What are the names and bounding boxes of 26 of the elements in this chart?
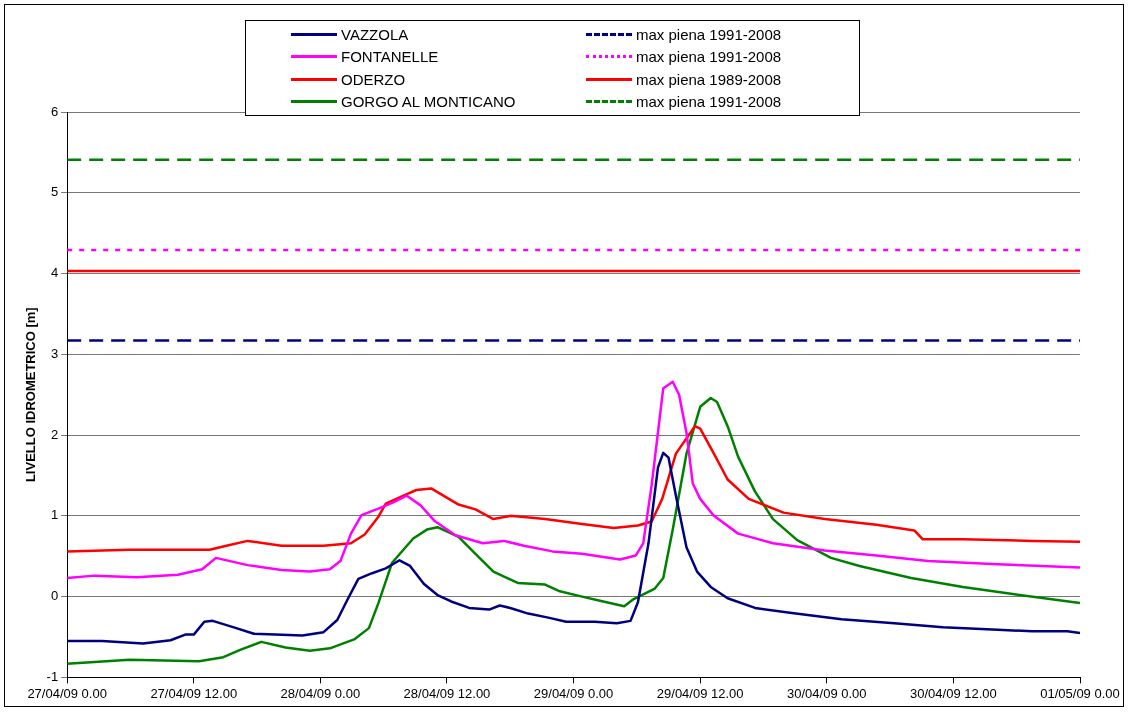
x-tick-label: 30/04/09 0.00 xyxy=(787,685,867,701)
x-tick-label: 28/04/09 12.00 xyxy=(403,685,491,701)
y-axis-title: LIVELLO IDROMETRICO [m] xyxy=(23,307,39,483)
x-tick-label: 29/04/09 0.00 xyxy=(533,685,614,701)
x-tick-label: 30/04/09 12.00 xyxy=(910,685,997,701)
x-tick-label: 01/05/09 0.00 xyxy=(1040,685,1120,701)
legend-label: max piena 1991-2008 xyxy=(636,25,782,43)
legend-label: GORGO AL MONTICANO xyxy=(341,93,516,111)
y-tick-label: 1 xyxy=(50,507,59,523)
legend-label: max piena 1989-2008 xyxy=(636,70,782,88)
x-tick-label: 29/04/09 12.00 xyxy=(656,685,744,701)
legend-label: max piena 1991-2008 xyxy=(636,48,782,66)
x-tick-label: 28/04/09 0.00 xyxy=(280,685,361,701)
y-tick-label: 5 xyxy=(50,184,59,200)
x-tick-label: 27/04/09 12.00 xyxy=(150,685,238,701)
legend-label: max piena 1991-2008 xyxy=(636,93,782,111)
y-tick-label: 2 xyxy=(50,426,59,442)
legend-label: VAZZOLA xyxy=(341,25,409,43)
legend-label: FONTANELLE xyxy=(341,48,439,66)
y-tick-label: 6 xyxy=(50,103,59,119)
x-tick-label: 27/04/09 0.00 xyxy=(27,685,107,701)
y-tick-label: 4 xyxy=(50,265,59,281)
y-tick-label: 3 xyxy=(50,345,59,361)
legend-label: ODERZO xyxy=(341,70,406,88)
y-tick-label: -1 xyxy=(46,668,59,684)
y-tick-label: 0 xyxy=(50,588,59,604)
